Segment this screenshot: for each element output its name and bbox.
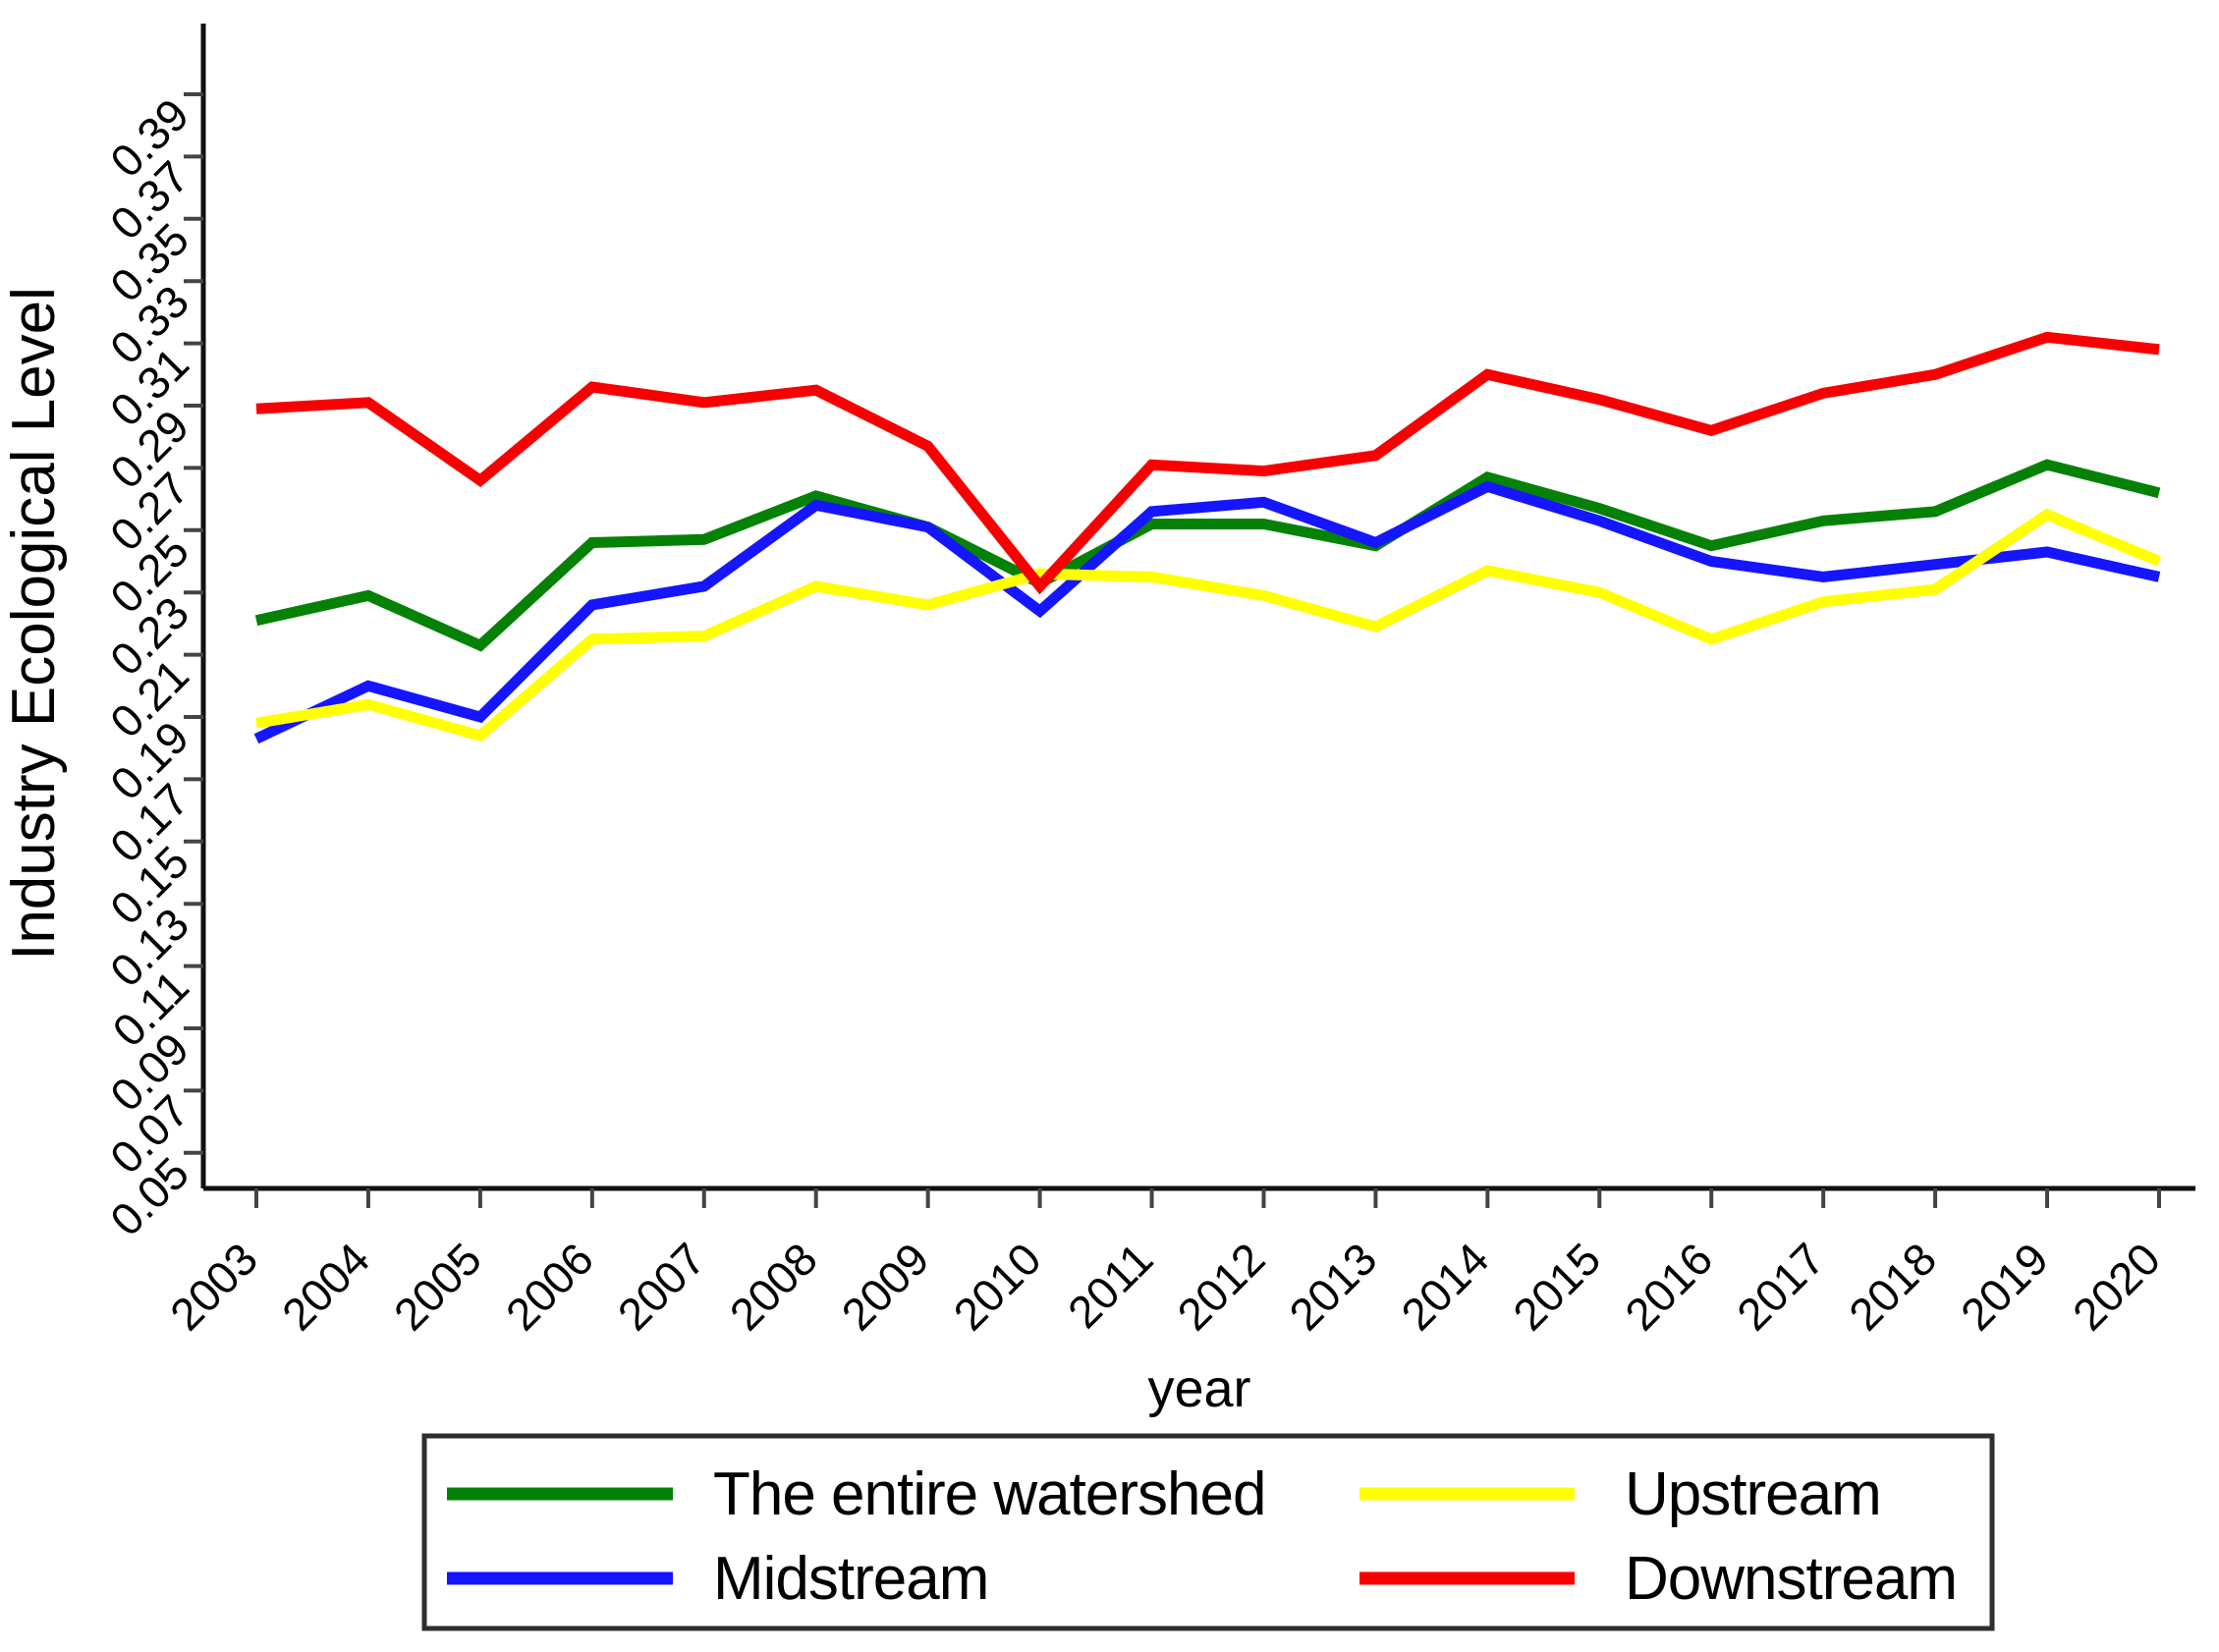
x-tick-label-2003: 2003 xyxy=(160,1233,267,1340)
legend-label-midstream: Midstream xyxy=(713,1545,988,1613)
x-tick-label-2011: 2011 xyxy=(1058,1233,1163,1338)
x-tick-label-2008: 2008 xyxy=(720,1233,827,1340)
x-tick-label-2018: 2018 xyxy=(1839,1233,1946,1340)
series-line-the-entire-watershed xyxy=(254,459,2161,652)
series-line-downstream xyxy=(255,331,2160,595)
x-tick-label-2017: 2017 xyxy=(1727,1233,1834,1340)
x-tick-label-2010: 2010 xyxy=(944,1233,1051,1340)
plot-series xyxy=(253,331,2162,744)
legend-label-downstream: Downstream xyxy=(1625,1545,1957,1613)
y-axis-title: Industry Ecological Level xyxy=(0,287,68,961)
x-tick-label-2009: 2009 xyxy=(832,1233,939,1340)
x-axis-ticks: 2003 2004 2005 2006 2007 2008 2009 2010 2011 2012… xyxy=(160,1188,2170,1340)
x-tick-label-2016: 2016 xyxy=(1615,1233,1722,1340)
legend-box xyxy=(421,1433,1995,1631)
x-axis-title: year xyxy=(1147,1359,1250,1418)
x-tick-label-2014: 2014 xyxy=(1391,1233,1498,1340)
x-tick-label-2004: 2004 xyxy=(272,1233,379,1340)
legend: The entire watershed Midstream Upstream … xyxy=(421,1433,1995,1631)
y-axis-ticks: 0.050.070.090.110.130.150.170.190.210.23… xyxy=(100,88,203,1245)
series-line-midstream xyxy=(253,480,2161,744)
x-tick-label-2007: 2007 xyxy=(608,1233,715,1340)
x-tick-label-2019: 2019 xyxy=(1951,1233,2058,1340)
legend-label-entire-watershed: The entire watershed xyxy=(713,1460,1265,1528)
x-tick-label-2015: 2015 xyxy=(1503,1233,1610,1340)
y-tick-label-0.39: 0.39 xyxy=(100,88,198,187)
legend-label-upstream: Upstream xyxy=(1625,1460,1881,1528)
series-line-upstream xyxy=(255,508,2162,743)
x-tick-label-2005: 2005 xyxy=(384,1233,491,1340)
x-tick-label-2020: 2020 xyxy=(2063,1233,2170,1340)
x-tick-label-2006: 2006 xyxy=(496,1233,603,1340)
x-tick-label-2013: 2013 xyxy=(1279,1233,1386,1340)
x-tick-label-2012: 2012 xyxy=(1167,1233,1274,1340)
